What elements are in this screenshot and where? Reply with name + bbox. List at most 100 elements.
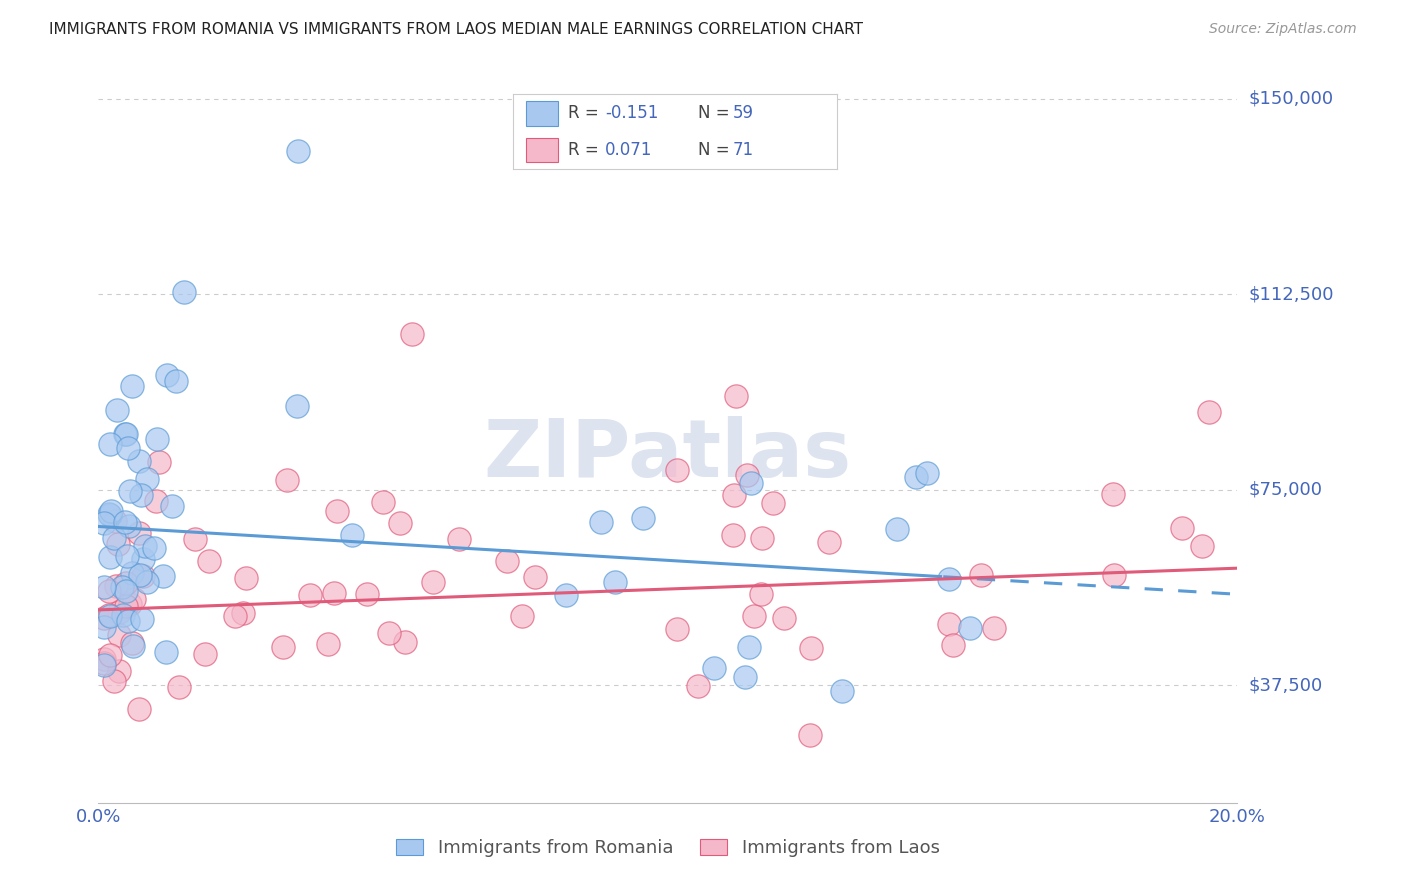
Point bbox=[1102, 487, 1125, 501]
Point bbox=[118, 598, 141, 612]
Point bbox=[496, 554, 519, 568]
Point bbox=[323, 586, 346, 600]
Point bbox=[98, 607, 121, 622]
Point bbox=[666, 623, 689, 637]
Point bbox=[388, 516, 411, 530]
Point bbox=[959, 622, 981, 636]
Text: 0.071: 0.071 bbox=[606, 141, 652, 159]
Text: ZIPatlas: ZIPatlas bbox=[484, 416, 852, 494]
Point bbox=[103, 673, 125, 688]
Point bbox=[737, 640, 759, 655]
Text: R =: R = bbox=[568, 141, 605, 159]
Point bbox=[117, 441, 139, 455]
Point bbox=[98, 584, 121, 599]
Point bbox=[93, 580, 115, 594]
Point bbox=[1102, 568, 1125, 582]
Point bbox=[886, 522, 908, 536]
Text: N =: N = bbox=[697, 141, 734, 159]
Point bbox=[371, 494, 394, 508]
Point bbox=[1198, 405, 1220, 419]
Point bbox=[631, 511, 654, 525]
Point bbox=[134, 539, 156, 553]
Point bbox=[762, 496, 785, 510]
Point bbox=[723, 488, 745, 502]
Point bbox=[422, 574, 444, 589]
Point bbox=[98, 648, 121, 662]
Point bbox=[148, 455, 170, 469]
Point bbox=[115, 549, 138, 564]
Point bbox=[93, 651, 115, 665]
Point bbox=[232, 606, 254, 620]
Point bbox=[555, 588, 578, 602]
Point bbox=[524, 570, 547, 584]
FancyBboxPatch shape bbox=[526, 137, 558, 161]
Point bbox=[356, 587, 378, 601]
Point bbox=[93, 516, 115, 530]
Point bbox=[100, 504, 122, 518]
Point bbox=[155, 645, 177, 659]
Point bbox=[510, 609, 533, 624]
Point bbox=[325, 504, 347, 518]
Point bbox=[114, 516, 136, 530]
Point bbox=[725, 389, 748, 403]
Point bbox=[162, 499, 184, 513]
Point bbox=[342, 528, 364, 542]
Point bbox=[93, 611, 115, 625]
Point bbox=[173, 285, 195, 299]
Point bbox=[271, 640, 294, 655]
Point bbox=[107, 537, 129, 551]
Point bbox=[589, 516, 612, 530]
Point bbox=[449, 533, 471, 547]
Point bbox=[128, 702, 150, 716]
Point bbox=[114, 427, 136, 442]
Point bbox=[938, 617, 960, 632]
Point bbox=[799, 728, 821, 742]
Point bbox=[378, 626, 401, 640]
Point bbox=[104, 514, 127, 528]
Point bbox=[721, 528, 744, 542]
Point bbox=[394, 635, 416, 649]
Point bbox=[111, 608, 134, 623]
Point bbox=[751, 531, 773, 545]
Point bbox=[93, 657, 115, 671]
Point bbox=[117, 615, 139, 629]
Point bbox=[772, 610, 794, 624]
Text: 71: 71 bbox=[733, 141, 754, 159]
Point bbox=[605, 574, 627, 589]
Point bbox=[107, 605, 129, 619]
Point bbox=[703, 661, 725, 675]
Point bbox=[145, 493, 167, 508]
Point bbox=[132, 569, 155, 583]
Point bbox=[93, 658, 115, 673]
Point bbox=[198, 554, 221, 568]
Point bbox=[742, 609, 765, 624]
Point bbox=[128, 454, 150, 468]
Point bbox=[1171, 521, 1194, 535]
Point bbox=[276, 473, 298, 487]
Point bbox=[734, 670, 756, 684]
Point bbox=[115, 584, 138, 599]
Text: Source: ZipAtlas.com: Source: ZipAtlas.com bbox=[1209, 22, 1357, 37]
Point bbox=[184, 532, 207, 546]
Point bbox=[686, 680, 709, 694]
Text: N =: N = bbox=[697, 104, 734, 122]
Point bbox=[287, 144, 309, 158]
Point bbox=[121, 636, 143, 650]
Point bbox=[98, 507, 121, 521]
Point bbox=[146, 432, 169, 446]
Point bbox=[401, 326, 423, 341]
Point bbox=[942, 639, 965, 653]
Text: $150,000: $150,000 bbox=[1249, 90, 1333, 108]
Point bbox=[938, 572, 960, 586]
Point bbox=[235, 571, 257, 585]
Text: $112,500: $112,500 bbox=[1249, 285, 1334, 303]
Point bbox=[1191, 540, 1213, 554]
Point bbox=[115, 426, 138, 441]
Point bbox=[114, 599, 136, 613]
Text: -0.151: -0.151 bbox=[606, 104, 659, 122]
Point bbox=[118, 518, 141, 533]
Point bbox=[118, 484, 141, 499]
Point bbox=[983, 621, 1005, 635]
Point bbox=[100, 550, 122, 565]
Point bbox=[105, 578, 128, 592]
